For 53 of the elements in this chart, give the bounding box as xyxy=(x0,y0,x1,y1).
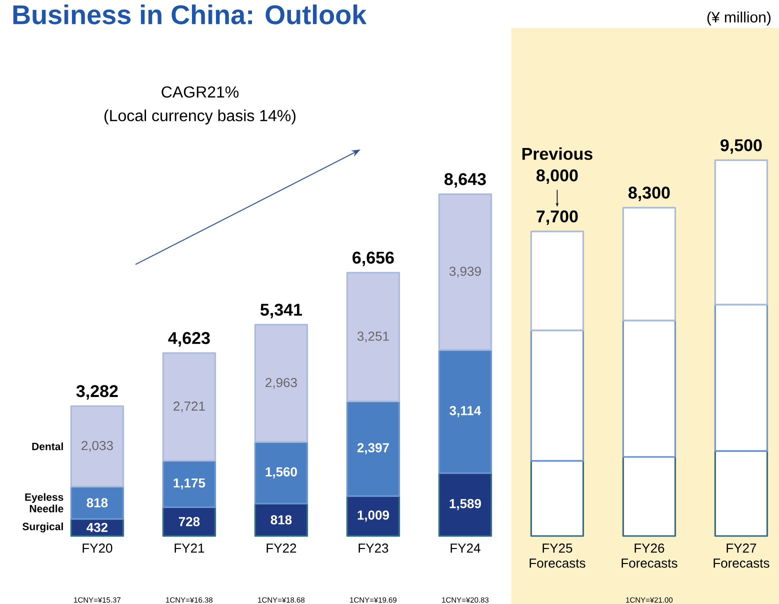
bar xyxy=(162,352,216,462)
bar xyxy=(346,495,400,537)
data-label: 3,114 xyxy=(450,406,482,418)
bar xyxy=(346,400,400,497)
bar xyxy=(162,506,216,537)
total-label: 3,282 xyxy=(76,385,118,400)
x-tick-label: FY22 xyxy=(266,544,296,553)
data-label: 2,397 xyxy=(357,443,389,454)
data-label: 3,251 xyxy=(357,332,389,342)
bar xyxy=(254,441,308,504)
data-label: 2,721 xyxy=(174,402,205,412)
data-label: 2,963 xyxy=(266,378,297,389)
total-label: 6,656 xyxy=(352,252,394,266)
data-label: 1,560 xyxy=(266,467,297,478)
data-label: 1,589 xyxy=(450,499,481,510)
data-label: 3,939 xyxy=(449,266,481,278)
text: (Local currency basis 14%) xyxy=(104,110,296,124)
bar xyxy=(254,502,308,537)
total-label: 8,300 xyxy=(628,186,670,202)
x-tick-label: FY25 Forecasts xyxy=(530,544,586,568)
total-label: 8,643 xyxy=(444,173,486,188)
data-label: 432 xyxy=(86,522,108,532)
bar xyxy=(438,349,492,474)
total-label: 7,700 xyxy=(536,210,578,225)
bar xyxy=(438,472,492,537)
chart-title: Business in China: Outlook xyxy=(13,4,367,24)
total-label: 5,341 xyxy=(260,304,302,318)
bar xyxy=(254,324,308,443)
x-tick-label: FY21 xyxy=(174,544,204,553)
data-label: 728 xyxy=(178,516,200,526)
bar xyxy=(346,272,400,402)
annotation: 8,000 xyxy=(536,169,578,184)
data-label: 818 xyxy=(86,498,108,508)
data-label: 2,033 xyxy=(82,440,113,452)
text: Previous xyxy=(522,147,592,160)
x-tick-label: FY20 xyxy=(82,544,112,553)
data-label: 1,009 xyxy=(358,510,389,522)
series-label: Eyeless Needle xyxy=(25,493,64,512)
bar xyxy=(438,193,492,351)
total-label: 4,623 xyxy=(168,332,210,347)
data-label: 818 xyxy=(270,515,292,524)
bar xyxy=(162,460,216,508)
series-label: Dental xyxy=(32,442,63,450)
data-label: 1,175 xyxy=(174,478,206,490)
x-tick-label: FY27 Forecasts xyxy=(714,544,770,568)
text: CAGR21% xyxy=(162,86,239,98)
x-tick-label: FY23 xyxy=(358,544,388,553)
x-tick-label: FY26 Forecasts xyxy=(622,544,678,568)
bar xyxy=(70,405,124,488)
total-label: 9,500 xyxy=(720,139,762,154)
text: (¥ million) xyxy=(707,12,771,26)
x-tick-label: FY24 xyxy=(450,544,480,553)
series-label: Surgical xyxy=(22,522,63,532)
